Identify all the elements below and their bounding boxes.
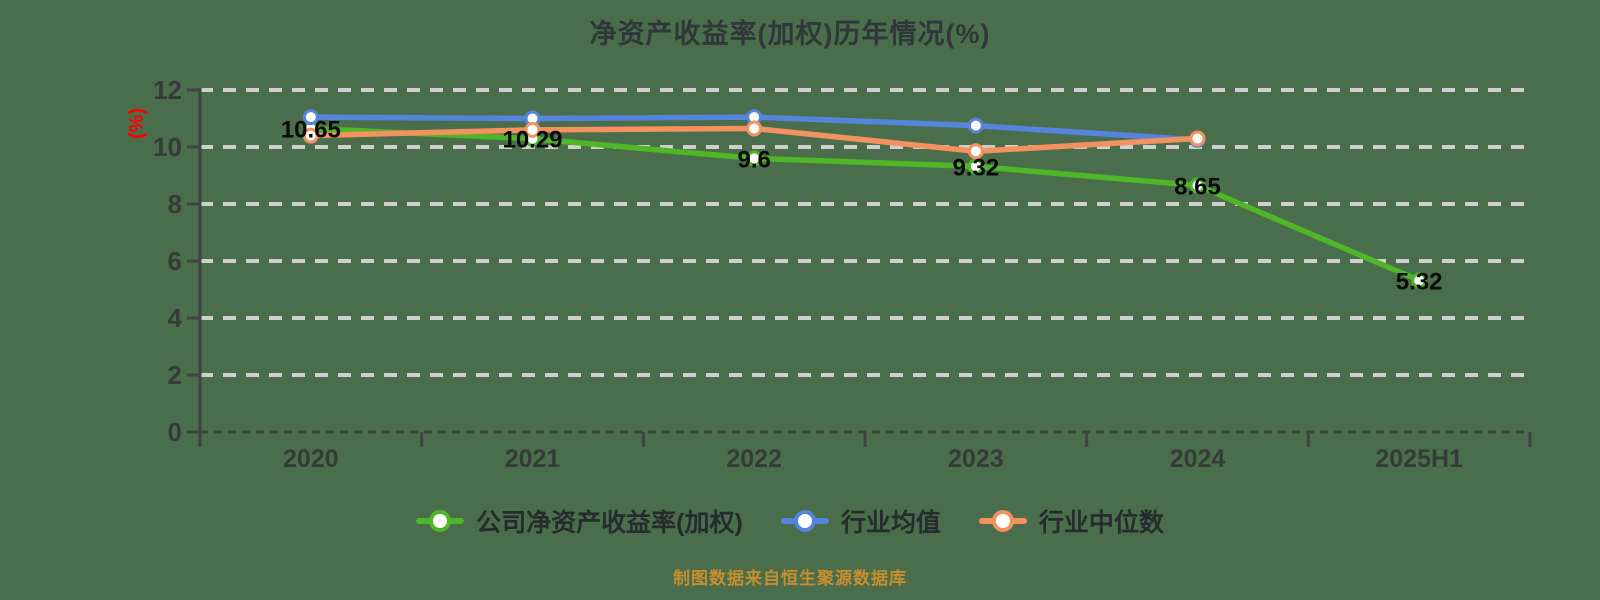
data-point-label: 8.65 [1174,173,1221,200]
data-point-marker [302,109,319,126]
data-source-note: 制图数据来自恒生聚源数据库 [673,569,907,588]
data-point-label: 9.32 [952,154,999,181]
legend-marker-icon [978,509,1027,533]
x-tick-label: 2023 [948,445,1004,473]
legend-item-2[interactable]: 行业中位数 [978,503,1164,539]
y-tick-label: 6 [168,246,182,276]
data-point-label: 9.6 [737,146,770,173]
y-tick-label: 8 [168,189,182,219]
data-point-marker [1189,177,1206,194]
data-point-marker [967,143,984,160]
legend-label: 行业中位数 [1038,509,1164,537]
data-point-marker [524,121,541,138]
legend: 公司净资产收益率(加权) 行业均值 行业中位数 [0,503,1580,539]
data-point-marker [1189,130,1206,147]
data-point-label: 5.32 [1396,268,1443,295]
y-tick-label: 2 [168,360,182,390]
chart-title: 净资产收益率(加权)历年情况(%) [589,19,991,49]
legend-item-1[interactable]: 行业均值 [780,503,941,539]
data-point-marker [746,150,763,167]
data-point-marker [967,158,984,175]
x-tick-label: 2021 [505,445,561,473]
y-tick-label: 12 [153,75,182,105]
data-point-label: 10.65 [281,116,341,143]
y-tick-label: 10 [153,132,182,162]
legend-item-0[interactable]: 公司净资产收益率(加权) [416,503,743,539]
data-point-marker [967,117,984,134]
data-point-marker [746,120,763,137]
data-point-marker [302,127,319,144]
legend-marker-icon [416,509,465,533]
x-tick-label: 2022 [726,445,782,473]
y-tick-label: 4 [168,303,183,333]
x-tick-label: 2020 [283,445,339,473]
y-axis-unit-label: (%) [126,107,149,140]
x-tick-label: 2025H1 [1375,445,1463,473]
series-line-0 [308,125,1422,284]
data-point-marker [1411,272,1428,289]
legend-label: 公司净资产收益率(加权) [476,509,743,537]
x-tick-label: 2024 [1170,445,1226,473]
y-tick-label: 0 [168,417,182,447]
legend-marker-icon [780,509,829,533]
legend-label: 行业均值 [840,509,941,537]
data-point-label: 10.29 [502,127,562,154]
